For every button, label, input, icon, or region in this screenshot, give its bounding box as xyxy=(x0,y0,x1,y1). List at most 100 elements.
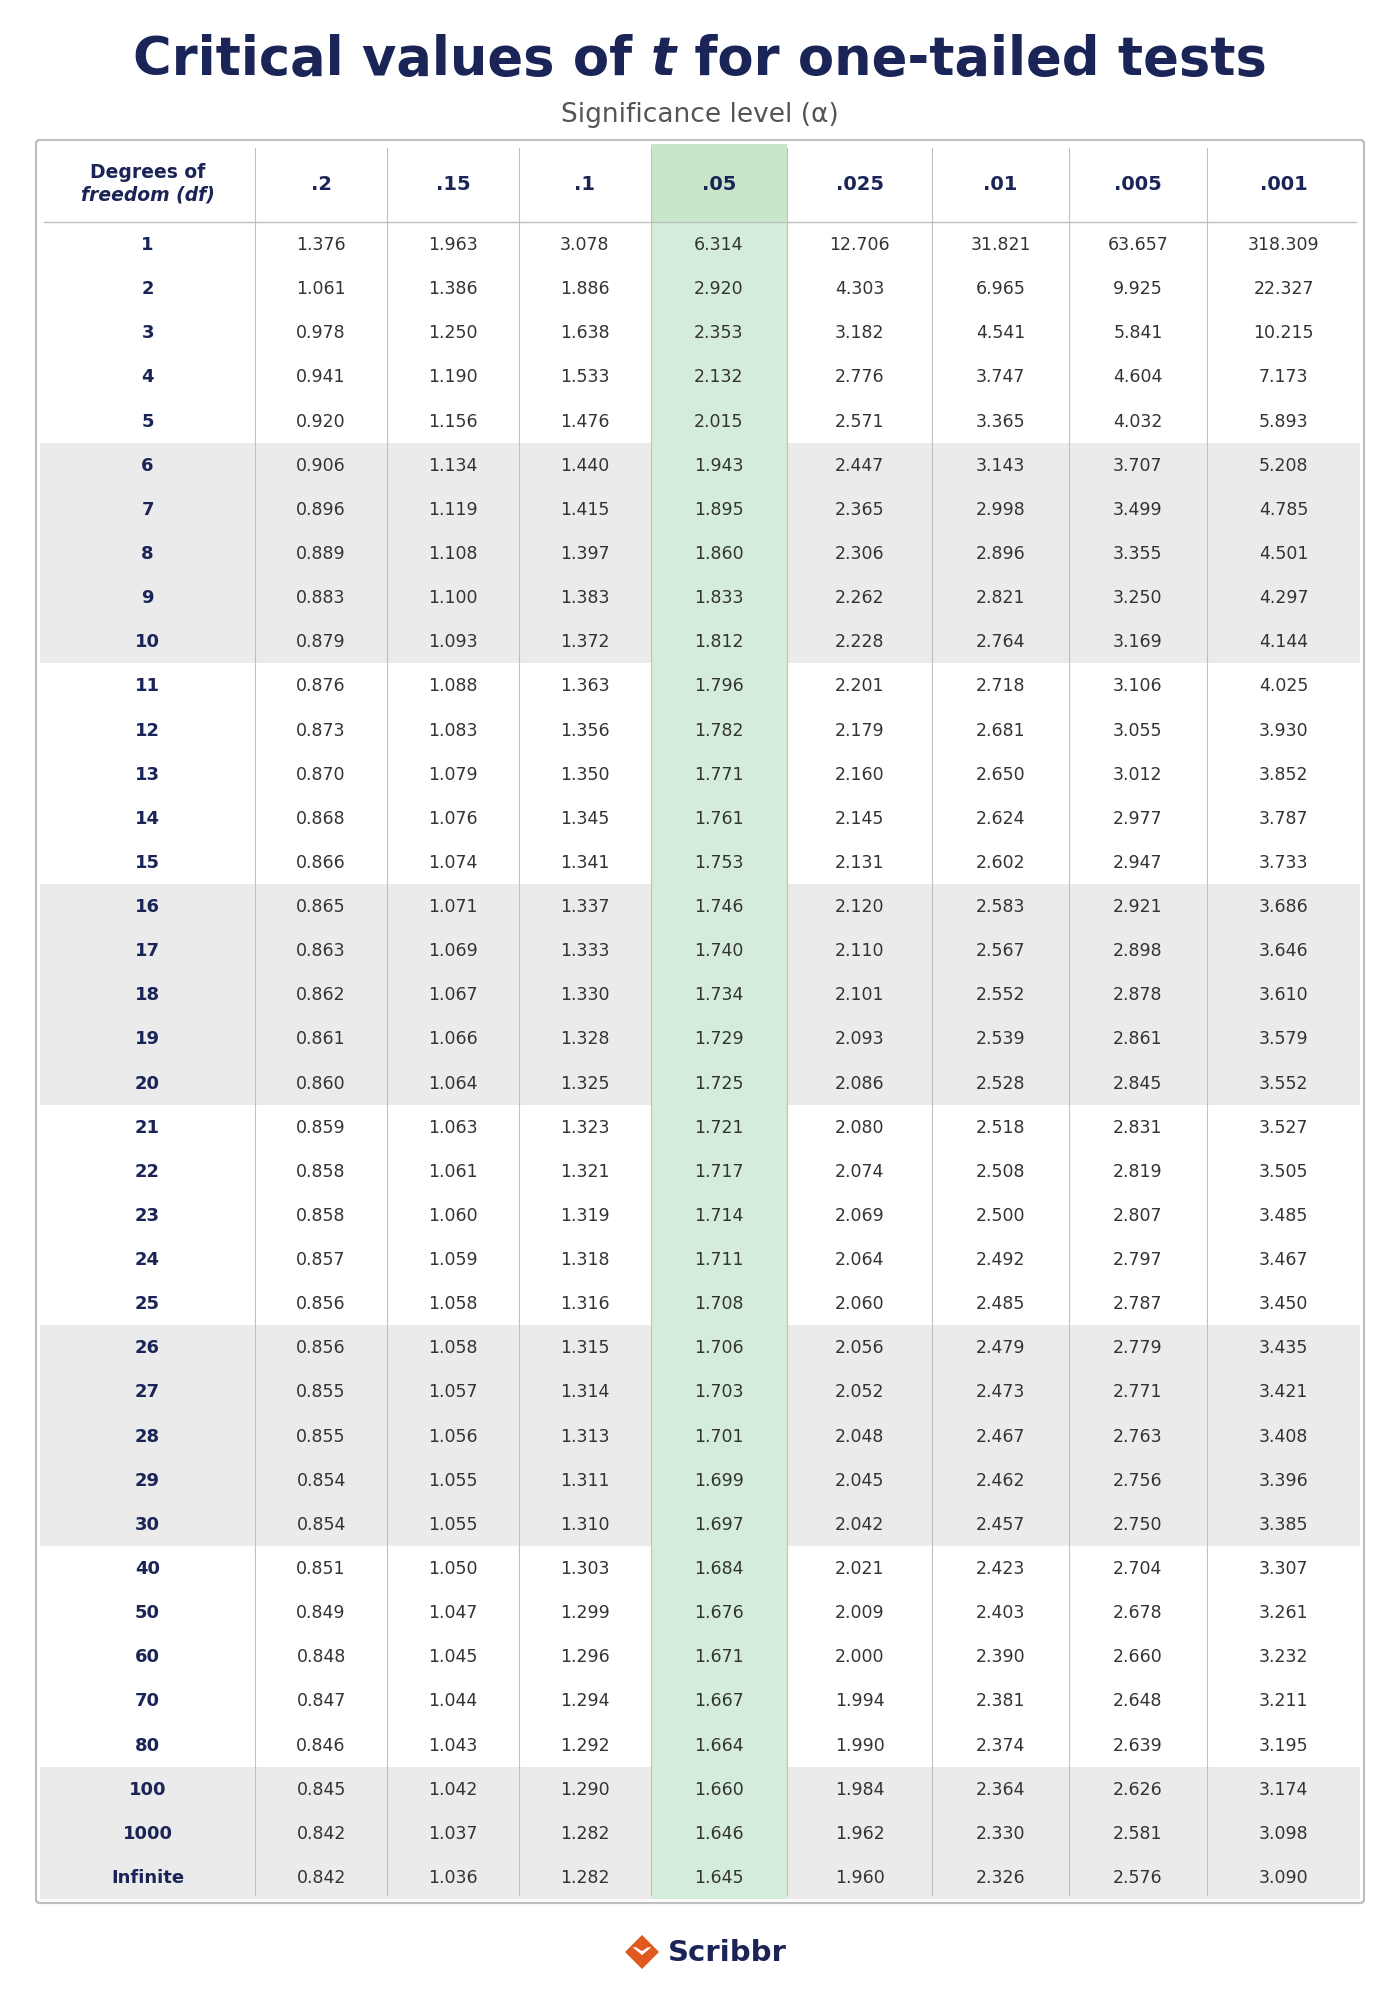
Text: 1.646: 1.646 xyxy=(694,1825,743,1843)
Text: 31.821: 31.821 xyxy=(970,236,1030,254)
Text: 2.045: 2.045 xyxy=(834,1470,885,1488)
Text: 6: 6 xyxy=(141,457,154,475)
Text: 1.299: 1.299 xyxy=(560,1603,609,1621)
Text: 2.228: 2.228 xyxy=(834,632,885,651)
Text: 3.182: 3.182 xyxy=(834,324,885,342)
Text: .05: .05 xyxy=(701,175,736,193)
Text: 2.306: 2.306 xyxy=(834,544,885,562)
Bar xyxy=(651,1237,787,1281)
Text: 1.056: 1.056 xyxy=(428,1426,477,1444)
Text: 1.397: 1.397 xyxy=(560,544,609,562)
Text: 1.047: 1.047 xyxy=(428,1603,477,1621)
Text: 10.215: 10.215 xyxy=(1253,324,1315,342)
Text: 1.350: 1.350 xyxy=(560,765,609,783)
Text: 23: 23 xyxy=(134,1206,160,1225)
Bar xyxy=(41,145,1359,224)
Bar xyxy=(651,1370,787,1414)
Text: 0.856: 0.856 xyxy=(297,1339,346,1357)
Text: 3.169: 3.169 xyxy=(1113,632,1163,651)
Text: 2.518: 2.518 xyxy=(976,1118,1025,1136)
Text: 1.645: 1.645 xyxy=(694,1869,743,1885)
Text: 1.290: 1.290 xyxy=(560,1780,609,1799)
Bar xyxy=(41,1325,1359,1370)
Text: 0.845: 0.845 xyxy=(297,1780,346,1799)
Text: 2.831: 2.831 xyxy=(1113,1118,1162,1136)
Bar xyxy=(41,796,1359,840)
Bar xyxy=(651,620,787,665)
Text: 9.925: 9.925 xyxy=(1113,280,1163,298)
Text: 1.943: 1.943 xyxy=(694,457,743,475)
Text: 25: 25 xyxy=(134,1295,160,1313)
Text: .15: .15 xyxy=(435,175,470,193)
Bar xyxy=(651,928,787,973)
Text: 0.883: 0.883 xyxy=(297,588,346,606)
Text: 2.060: 2.060 xyxy=(834,1295,885,1313)
Bar xyxy=(41,620,1359,665)
Bar xyxy=(41,1150,1359,1194)
Text: 2.779: 2.779 xyxy=(1113,1339,1163,1357)
Text: 3.355: 3.355 xyxy=(1113,544,1162,562)
Text: 1.282: 1.282 xyxy=(560,1825,609,1843)
Text: 1.376: 1.376 xyxy=(297,236,346,254)
Text: 2.920: 2.920 xyxy=(694,280,743,298)
Text: 1.316: 1.316 xyxy=(560,1295,609,1313)
Text: 0.879: 0.879 xyxy=(297,632,346,651)
Text: 2.381: 2.381 xyxy=(976,1692,1025,1710)
Text: 1.664: 1.664 xyxy=(694,1736,743,1754)
Text: 2.457: 2.457 xyxy=(976,1515,1025,1533)
Text: 2.390: 2.390 xyxy=(976,1647,1025,1666)
Text: 4.144: 4.144 xyxy=(1259,632,1308,651)
Text: 20: 20 xyxy=(134,1073,160,1092)
Text: 3.078: 3.078 xyxy=(560,236,609,254)
Text: 12.706: 12.706 xyxy=(829,236,890,254)
Text: 3.435: 3.435 xyxy=(1259,1339,1309,1357)
Text: 26: 26 xyxy=(134,1339,160,1357)
Text: 4.297: 4.297 xyxy=(1259,588,1309,606)
Text: 0.866: 0.866 xyxy=(297,854,346,872)
Bar xyxy=(651,1325,787,1370)
Text: 1.734: 1.734 xyxy=(694,985,743,1003)
Text: 1.711: 1.711 xyxy=(694,1251,743,1269)
Bar xyxy=(651,665,787,709)
Text: 2.776: 2.776 xyxy=(834,369,885,387)
Bar xyxy=(651,1458,787,1502)
Text: 63.657: 63.657 xyxy=(1107,236,1168,254)
Text: 2.000: 2.000 xyxy=(834,1647,885,1666)
Text: 1.960: 1.960 xyxy=(834,1869,885,1885)
Text: 3.610: 3.610 xyxy=(1259,985,1309,1003)
Text: 1.638: 1.638 xyxy=(560,324,609,342)
Text: 2.807: 2.807 xyxy=(1113,1206,1162,1225)
Text: 0.846: 0.846 xyxy=(297,1736,346,1754)
Text: 1.963: 1.963 xyxy=(428,236,477,254)
Bar xyxy=(41,1547,1359,1591)
Text: 5.841: 5.841 xyxy=(1113,324,1162,342)
Text: 0.865: 0.865 xyxy=(297,898,346,916)
Bar xyxy=(651,1811,787,1855)
Text: 1.059: 1.059 xyxy=(428,1251,477,1269)
Text: 0.863: 0.863 xyxy=(297,943,346,961)
Text: 2.576: 2.576 xyxy=(1113,1869,1163,1885)
Text: 1.725: 1.725 xyxy=(694,1073,743,1092)
Text: 1.706: 1.706 xyxy=(694,1339,743,1357)
Bar xyxy=(41,224,1359,268)
Text: 3.385: 3.385 xyxy=(1259,1515,1309,1533)
Bar xyxy=(651,487,787,532)
Bar xyxy=(651,1414,787,1458)
Bar xyxy=(41,928,1359,973)
Text: Significance level (α): Significance level (α) xyxy=(561,103,839,129)
Text: 1.100: 1.100 xyxy=(428,588,477,606)
Text: 2.145: 2.145 xyxy=(834,810,885,828)
Bar xyxy=(651,1150,787,1194)
Text: 2.977: 2.977 xyxy=(1113,810,1163,828)
Text: 1.190: 1.190 xyxy=(428,369,477,387)
Bar xyxy=(651,224,787,268)
Bar xyxy=(651,1855,787,1899)
Text: 1.037: 1.037 xyxy=(428,1825,477,1843)
Text: 3.365: 3.365 xyxy=(976,413,1025,431)
Text: 2.479: 2.479 xyxy=(976,1339,1025,1357)
Text: 2.064: 2.064 xyxy=(834,1251,885,1269)
Bar xyxy=(651,268,787,310)
Text: 2.086: 2.086 xyxy=(834,1073,885,1092)
Text: freedom (df): freedom (df) xyxy=(81,185,214,203)
Text: 0.873: 0.873 xyxy=(297,721,346,739)
